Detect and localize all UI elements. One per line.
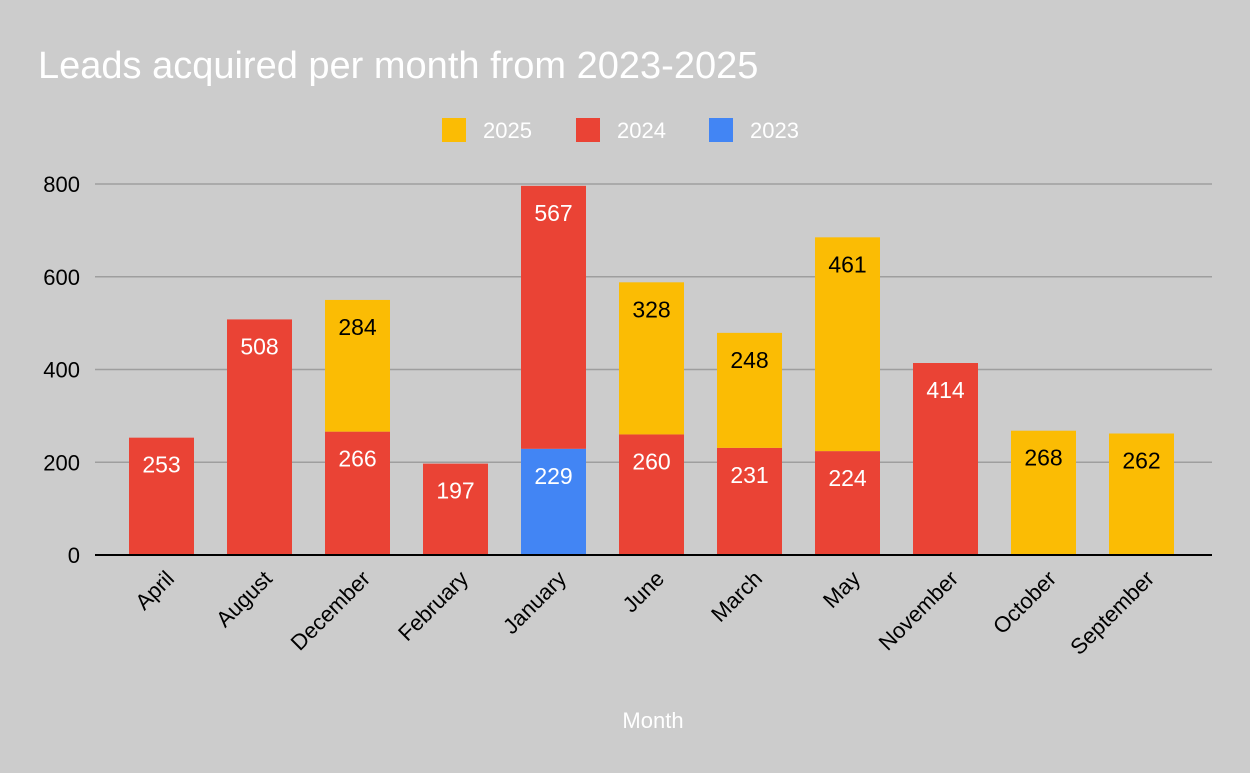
data-label: 253 <box>142 452 180 478</box>
legend: 2025 2024 2023 <box>442 118 799 143</box>
data-label: 567 <box>534 200 572 226</box>
bar-2024-may <box>815 451 880 555</box>
x-axis: April August December February January June Ma… <box>95 554 1212 660</box>
x-tick-label: May <box>818 566 865 613</box>
data-label: 508 <box>240 333 278 359</box>
data-label: 266 <box>338 446 376 472</box>
x-tick-label: June <box>618 566 669 617</box>
bar-2025-march <box>717 332 782 448</box>
legend-swatch-2024 <box>576 118 600 142</box>
bar-2024-august <box>227 319 292 555</box>
x-tick-label: November <box>874 566 963 655</box>
bar-2024-december <box>325 431 390 555</box>
bar-2025-june <box>619 282 684 435</box>
legend-swatch-2023 <box>709 118 733 142</box>
bar-2024-june <box>619 434 684 555</box>
data-label: 284 <box>338 314 377 340</box>
x-tick-label: August <box>211 566 277 632</box>
y-tick-label: 200 <box>43 450 80 475</box>
data-label: 197 <box>436 478 474 504</box>
bar-2025-december <box>325 299 390 432</box>
bar-2024-march <box>717 447 782 555</box>
bar-2025-september <box>1109 433 1174 555</box>
data-labels: 253 508 266 284 197 229 567 260 328 231 248 224 461 4… <box>142 200 1160 504</box>
x-tick-label: October <box>988 566 1061 639</box>
x-tick-label: January <box>498 566 571 639</box>
y-tick-label: 400 <box>43 358 80 383</box>
data-label: 231 <box>730 462 768 488</box>
x-tick-label: February <box>393 566 473 646</box>
data-label: 328 <box>632 296 670 322</box>
y-axis: 0 200 400 600 800 <box>43 172 80 568</box>
bar-2025-october <box>1011 430 1076 555</box>
data-label: 224 <box>828 465 867 491</box>
x-axis-label: Month <box>622 708 683 733</box>
data-label: 229 <box>534 463 572 489</box>
y-tick-label: 0 <box>68 543 80 568</box>
bar-2024-november <box>913 363 978 555</box>
bar-2025-may <box>815 237 880 452</box>
bar-2024-january <box>521 185 586 449</box>
y-tick-label: 800 <box>43 172 80 197</box>
bar-2024-april <box>129 437 194 555</box>
bar-2023-january <box>521 448 586 555</box>
data-label: 260 <box>632 448 670 474</box>
y-tick-label: 600 <box>43 265 80 290</box>
bars <box>129 185 1174 555</box>
chart-title: Leads acquired per month from 2023-2025 <box>38 45 758 87</box>
legend-label-2023: 2023 <box>750 118 799 143</box>
legend-label-2025: 2025 <box>483 118 532 143</box>
data-label: 414 <box>926 377 965 403</box>
data-label: 268 <box>1024 445 1062 471</box>
data-label: 248 <box>730 347 768 373</box>
x-tick-label: December <box>286 566 375 655</box>
x-tick-label: September <box>1065 566 1159 660</box>
bar-2024-february <box>423 463 488 555</box>
x-tick-label: April <box>130 566 179 615</box>
x-tick-label: March <box>706 566 767 627</box>
data-label: 262 <box>1122 447 1160 473</box>
legend-swatch-2025 <box>442 118 466 142</box>
data-label: 461 <box>828 251 866 277</box>
legend-label-2024: 2024 <box>617 118 666 143</box>
